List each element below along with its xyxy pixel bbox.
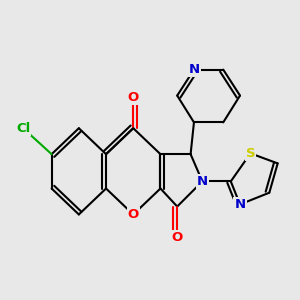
Text: Cl: Cl bbox=[16, 122, 30, 135]
Text: S: S bbox=[246, 147, 255, 160]
Text: N: N bbox=[197, 175, 208, 188]
Text: N: N bbox=[234, 198, 246, 211]
Text: O: O bbox=[128, 208, 139, 221]
Text: N: N bbox=[188, 63, 200, 76]
Text: O: O bbox=[172, 231, 183, 244]
Text: O: O bbox=[128, 91, 139, 104]
